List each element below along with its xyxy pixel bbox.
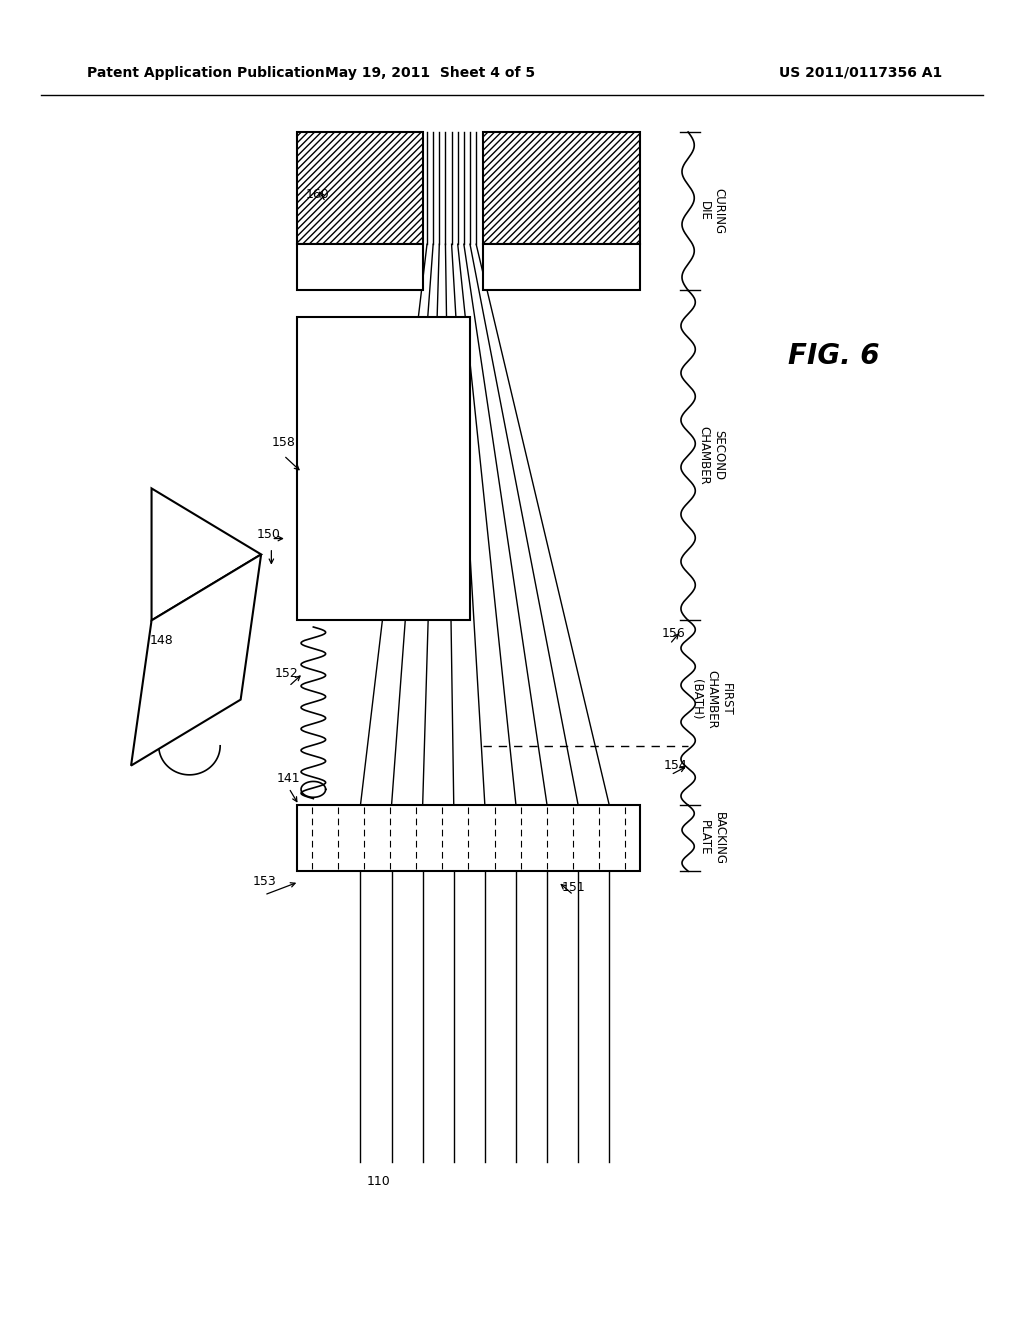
Text: 154: 154 — [664, 759, 688, 772]
Text: 152: 152 — [274, 667, 299, 680]
Text: FIG. 6: FIG. 6 — [788, 342, 880, 371]
Text: 153: 153 — [252, 875, 276, 888]
Bar — [297, 317, 470, 620]
Text: FIRST
CHAMBER
(BATH): FIRST CHAMBER (BATH) — [690, 671, 733, 729]
Text: CURING
DIE: CURING DIE — [697, 189, 726, 234]
Bar — [483, 244, 640, 290]
Text: 110: 110 — [367, 1175, 391, 1188]
Text: 156: 156 — [662, 627, 686, 640]
Text: May 19, 2011  Sheet 4 of 5: May 19, 2011 Sheet 4 of 5 — [325, 66, 536, 79]
Text: Patent Application Publication: Patent Application Publication — [87, 66, 325, 79]
Bar — [297, 244, 423, 290]
Text: 141: 141 — [276, 772, 301, 785]
Bar — [297, 132, 423, 244]
Text: 158: 158 — [271, 436, 296, 449]
Text: BACKING
PLATE: BACKING PLATE — [697, 812, 726, 865]
Bar — [483, 132, 640, 244]
Text: US 2011/0117356 A1: US 2011/0117356 A1 — [779, 66, 942, 79]
Polygon shape — [152, 488, 261, 620]
Text: 150: 150 — [256, 528, 281, 541]
Text: SECOND
CHAMBER: SECOND CHAMBER — [697, 426, 726, 484]
Text: 160: 160 — [305, 187, 330, 201]
Text: 148: 148 — [150, 634, 174, 647]
Polygon shape — [131, 554, 261, 766]
Text: 151: 151 — [561, 880, 586, 894]
Bar — [297, 805, 640, 871]
